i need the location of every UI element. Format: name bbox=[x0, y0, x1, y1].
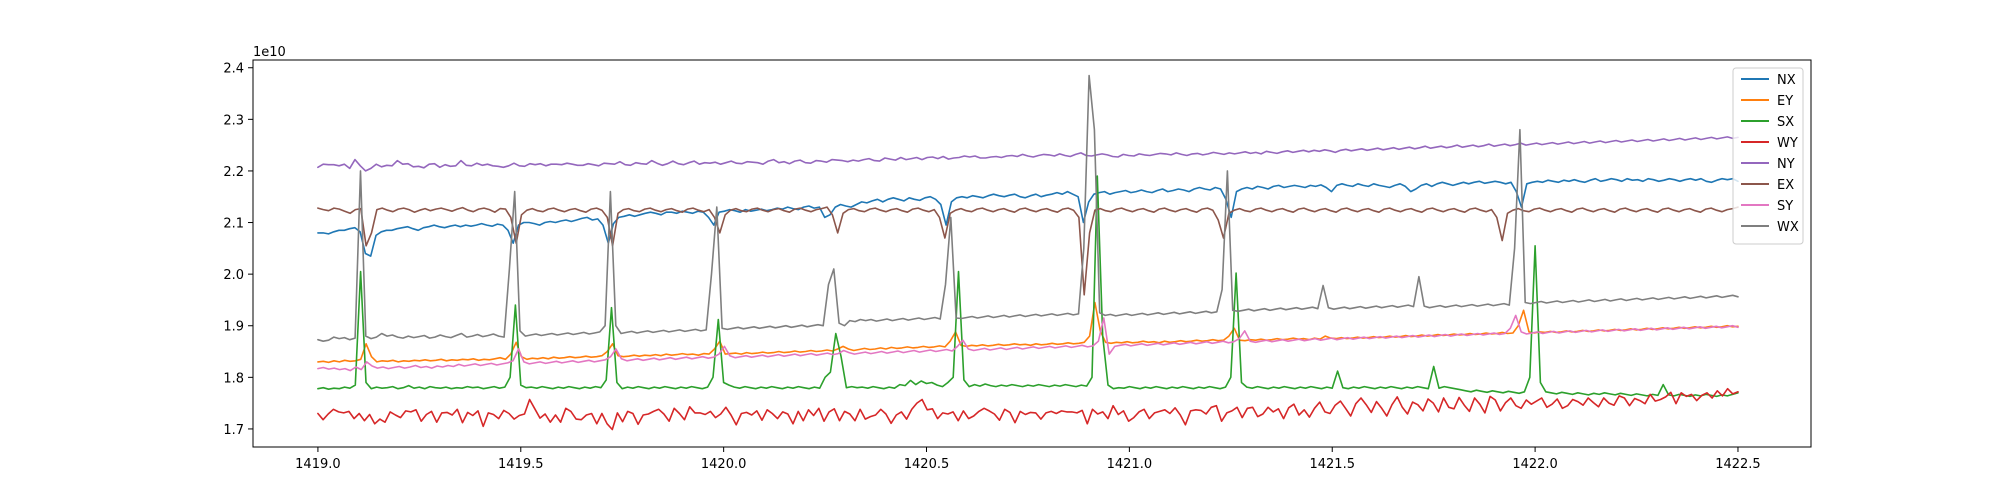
series-line-ey bbox=[317, 301, 1739, 364]
legend-label-ny: NY bbox=[1777, 157, 1795, 172]
x-tick-label: 1421.0 bbox=[1107, 457, 1153, 472]
y-tick-label: 2.1 bbox=[223, 217, 244, 232]
legend-label-ey: EY bbox=[1777, 94, 1793, 109]
x-tick-label: 1420.5 bbox=[904, 457, 950, 472]
legend-frame bbox=[1732, 67, 1804, 245]
legend-label-nx: NX bbox=[1777, 73, 1796, 88]
series-line-wy bbox=[317, 387, 1739, 431]
x-tick-label: 1419.5 bbox=[498, 457, 544, 472]
plot-area-frame bbox=[252, 59, 1812, 448]
series-line-sy bbox=[317, 314, 1739, 372]
x-tick-label: 1419.0 bbox=[295, 457, 341, 472]
series-line-wx bbox=[317, 74, 1739, 342]
y-tick-label: 1.9 bbox=[223, 320, 244, 335]
legend-label-wy: WY bbox=[1777, 136, 1798, 151]
x-tick-label: 1420.0 bbox=[701, 457, 747, 472]
legend-label-sx: SX bbox=[1777, 115, 1794, 130]
legend-label-ex: EX bbox=[1777, 178, 1794, 193]
x-tick-label: 1422.0 bbox=[1512, 457, 1558, 472]
series-layer bbox=[317, 74, 1739, 431]
y-offset-text: 1e10 bbox=[253, 45, 286, 60]
y-tick-label: 1.7 bbox=[223, 423, 244, 438]
legend-label-wx: WX bbox=[1777, 220, 1799, 235]
legend-label-sy: SY bbox=[1777, 199, 1793, 214]
series-line-nx bbox=[317, 177, 1739, 257]
y-tick-label: 2.0 bbox=[223, 268, 244, 283]
series-line-ex bbox=[317, 206, 1739, 296]
y-tick-label: 1.8 bbox=[223, 371, 244, 386]
y-tick-label: 2.4 bbox=[223, 62, 244, 77]
x-tick-label: 1422.5 bbox=[1715, 457, 1761, 472]
series-line-sx bbox=[317, 175, 1739, 398]
y-tick-label: 2.2 bbox=[223, 165, 244, 180]
y-tick-label: 2.3 bbox=[223, 113, 244, 128]
series-line-ny bbox=[317, 136, 1739, 172]
ticks-layer: 1419.0 1419.5 1420.0 1420.5 1421.0 1421.5 1422… bbox=[223, 62, 1760, 472]
x-tick-label: 1421.5 bbox=[1309, 457, 1355, 472]
legend: NX EY SX WY NY EX SY WX bbox=[1732, 67, 1804, 245]
